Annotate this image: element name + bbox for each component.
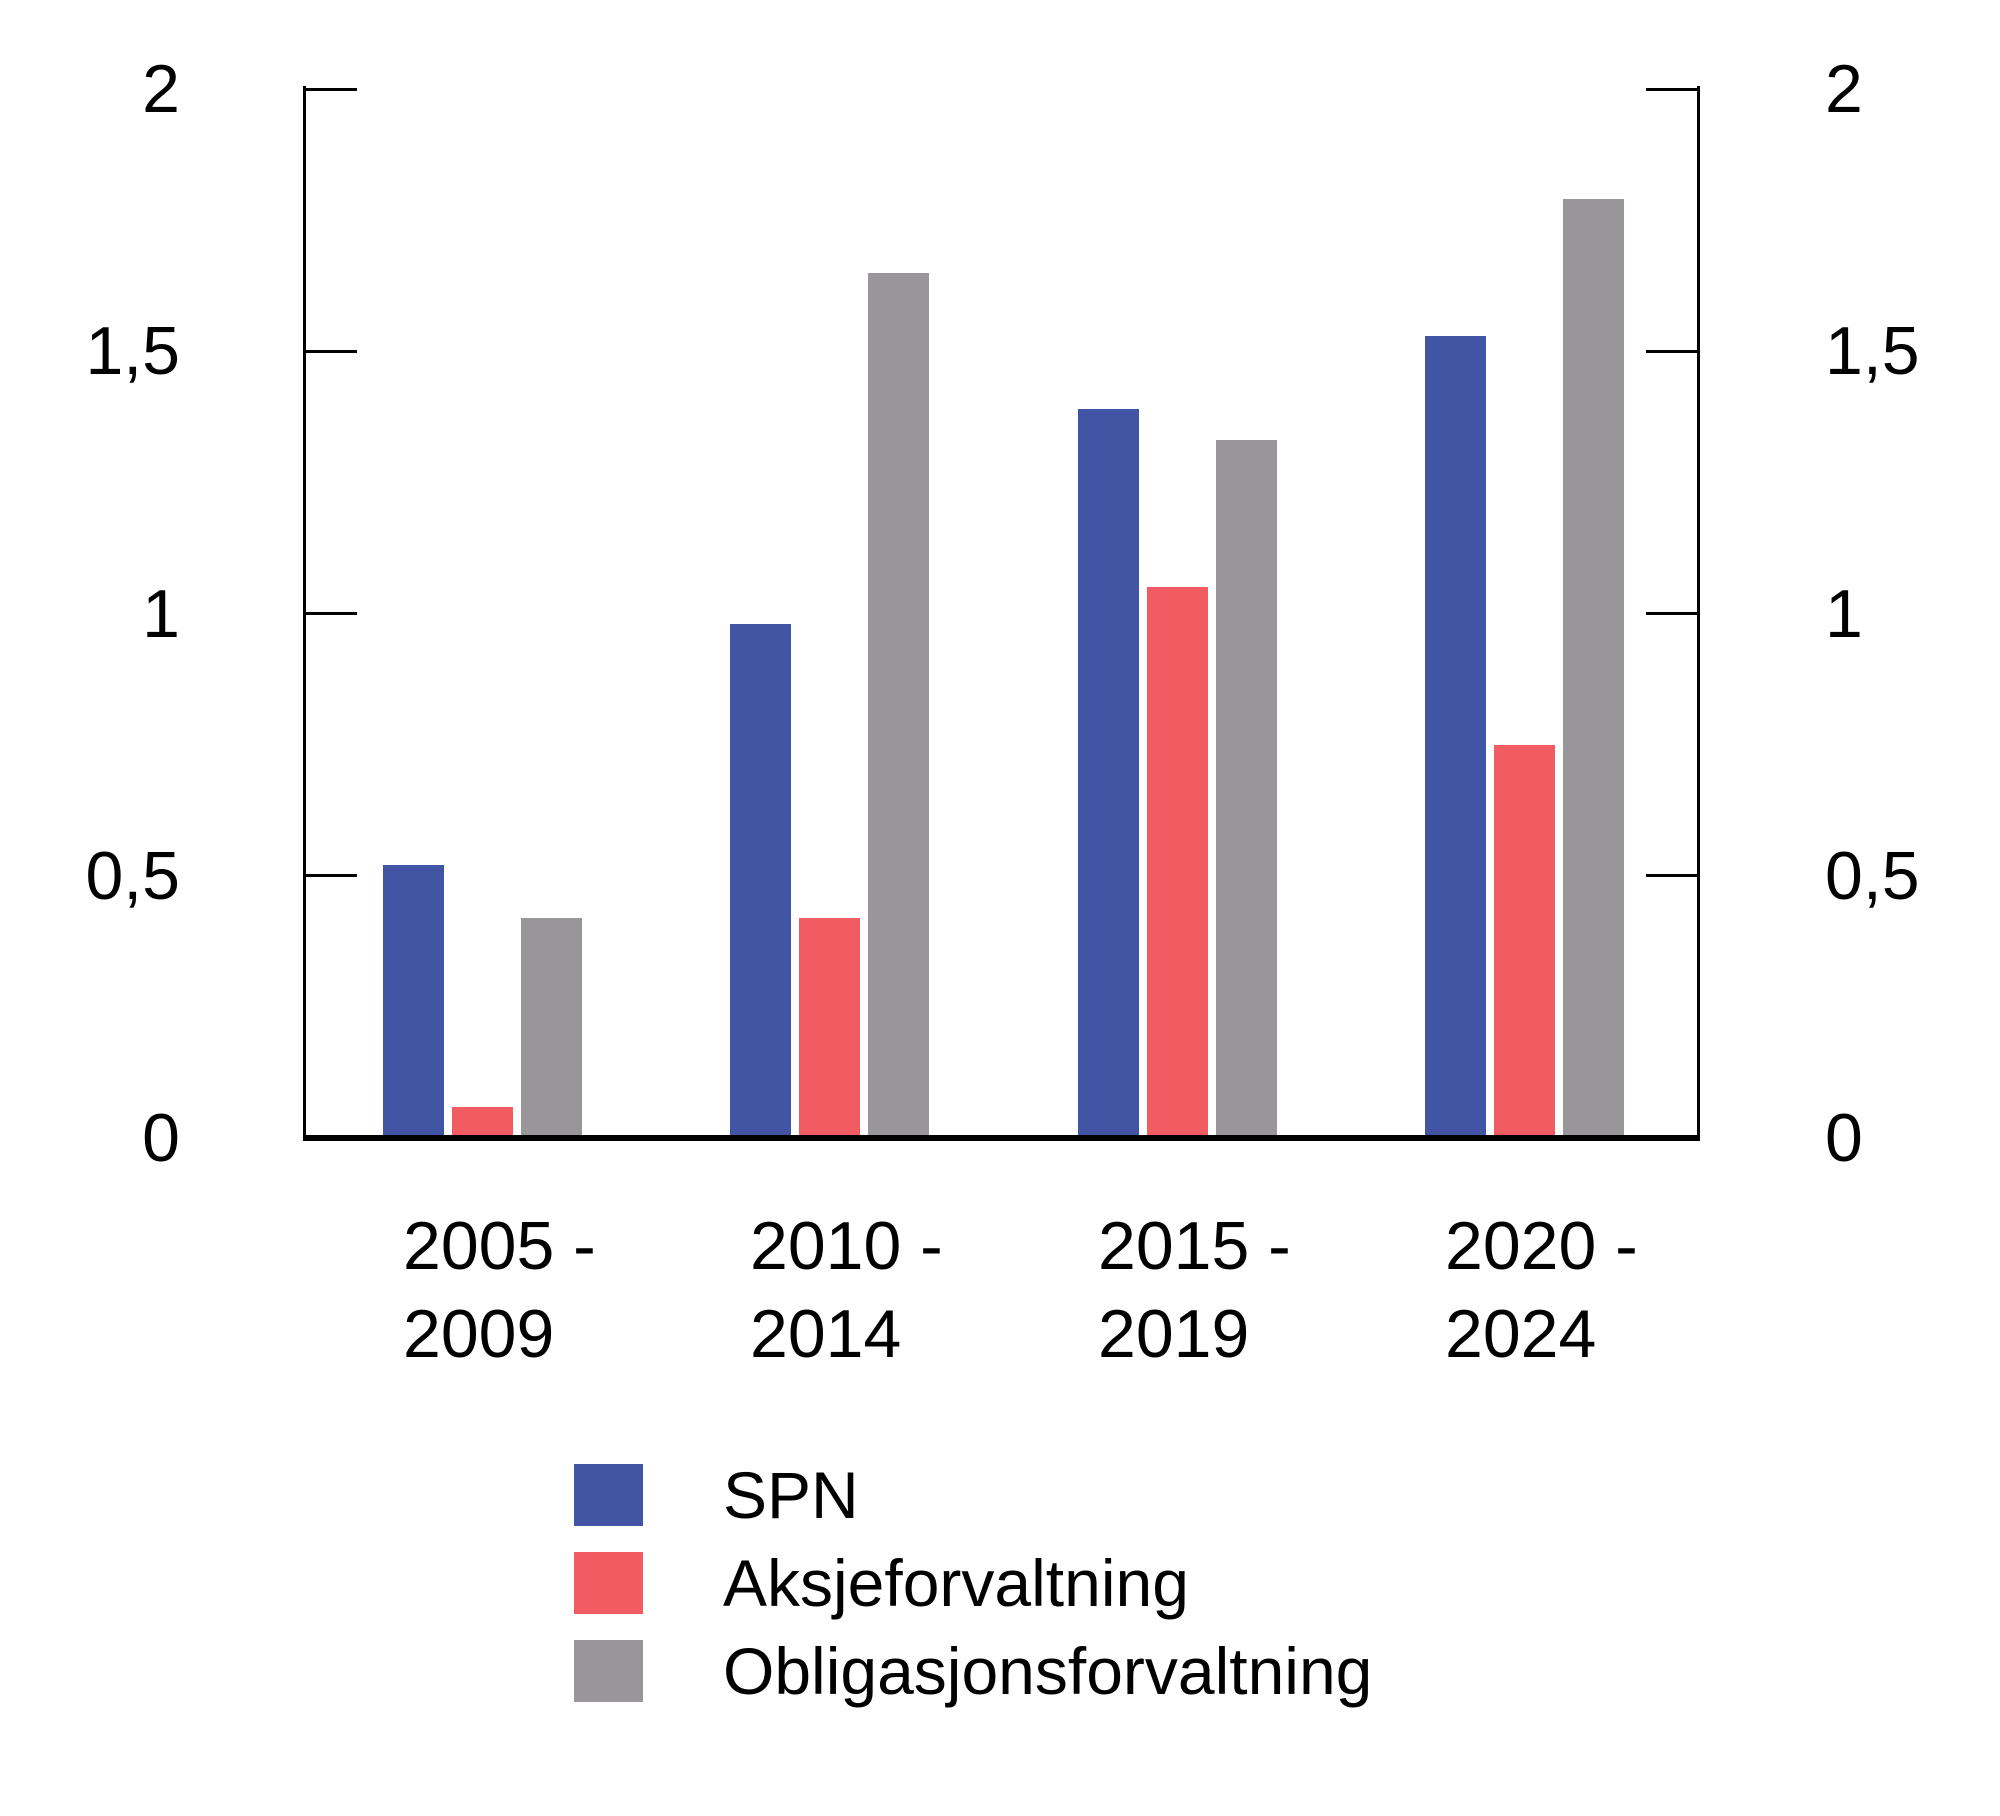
- y-tick-right-0-5: [1646, 874, 1700, 878]
- legend-item-obligasjonsforvaltning: Obligasjonsforvaltning: [574, 1634, 1373, 1708]
- legend-swatch-obligasjonsforvaltning: [574, 1640, 643, 1702]
- y-tick-right-2: [1646, 87, 1700, 91]
- x-axis-label-2020-2024: 2020 - 2024: [1445, 1208, 1638, 1372]
- y-tick-label-right-0-5: 0,5: [1825, 837, 1920, 914]
- y-tick-left-0-5: [303, 874, 357, 878]
- bar-aksjeforvaltning-2010-2014: [799, 917, 860, 1140]
- y-axis-line-right: [1697, 86, 1700, 1139]
- legend-swatch-aksjeforvaltning: [574, 1552, 643, 1614]
- legend-label-spn: SPN: [723, 1458, 859, 1532]
- bar-aksjeforvaltning-2005-2009: [452, 1106, 513, 1140]
- y-axis-line-left: [303, 86, 306, 1139]
- legend-label-obligasjonsforvaltning: Obligasjonsforvaltning: [723, 1634, 1373, 1708]
- bar-spn-2020-2024: [1425, 335, 1486, 1140]
- y-tick-right-1-5: [1646, 349, 1700, 353]
- legend-label-aksjeforvaltning: Aksjeforvaltning: [723, 1546, 1189, 1620]
- y-tick-label-left-1: 1: [142, 575, 180, 652]
- y-tick-left-1: [303, 612, 357, 615]
- legend: SPN Aksjeforvaltning Obligasjonsforvaltn…: [574, 1458, 1373, 1728]
- y-tick-label-left-0: 0: [142, 1100, 180, 1176]
- bar-aksjeforvaltning-2020-2024: [1494, 744, 1555, 1140]
- y-tick-left-2: [303, 87, 357, 91]
- y-tick-right-1: [1646, 612, 1700, 615]
- y-tick-label-left-1-5: 1,5: [85, 313, 180, 390]
- bar-aksjeforvaltning-2015-2019: [1147, 587, 1208, 1140]
- y-tick-label-right-2: 2: [1825, 51, 1863, 127]
- legend-item-spn: SPN: [574, 1458, 1372, 1532]
- x-axis-line: [303, 1135, 1700, 1141]
- x-axis-label-2005-2009: 2005 - 2009: [403, 1208, 596, 1372]
- y-tick-label-right-1: 1: [1825, 575, 1863, 652]
- bar-spn-2010-2014: [730, 623, 791, 1140]
- y-tick-label-right-1-5: 1,5: [1825, 313, 1920, 390]
- bar-spn-2015-2019: [1078, 408, 1139, 1140]
- bar-obligasjonsforvaltning-2020-2024: [1563, 199, 1624, 1140]
- y-tick-left-1-5: [303, 349, 357, 353]
- y-tick-label-left-2: 2: [142, 51, 180, 127]
- bar-obligasjonsforvaltning-2015-2019: [1216, 440, 1277, 1140]
- bar-obligasjonsforvaltning-2010-2014: [868, 272, 929, 1140]
- x-axis-label-2015-2019: 2015 - 2019: [1098, 1208, 1291, 1372]
- y-tick-label-left-0-5: 0,5: [85, 837, 180, 914]
- x-axis-label-2010-2014: 2010 - 2014: [750, 1208, 943, 1372]
- y-tick-label-right-0: 0: [1825, 1100, 1863, 1176]
- legend-item-aksjeforvaltning: Aksjeforvaltning: [574, 1546, 1372, 1620]
- legend-swatch-spn: [574, 1464, 643, 1526]
- bar-obligasjonsforvaltning-2005-2009: [521, 917, 582, 1140]
- bar-spn-2005-2009: [383, 865, 444, 1140]
